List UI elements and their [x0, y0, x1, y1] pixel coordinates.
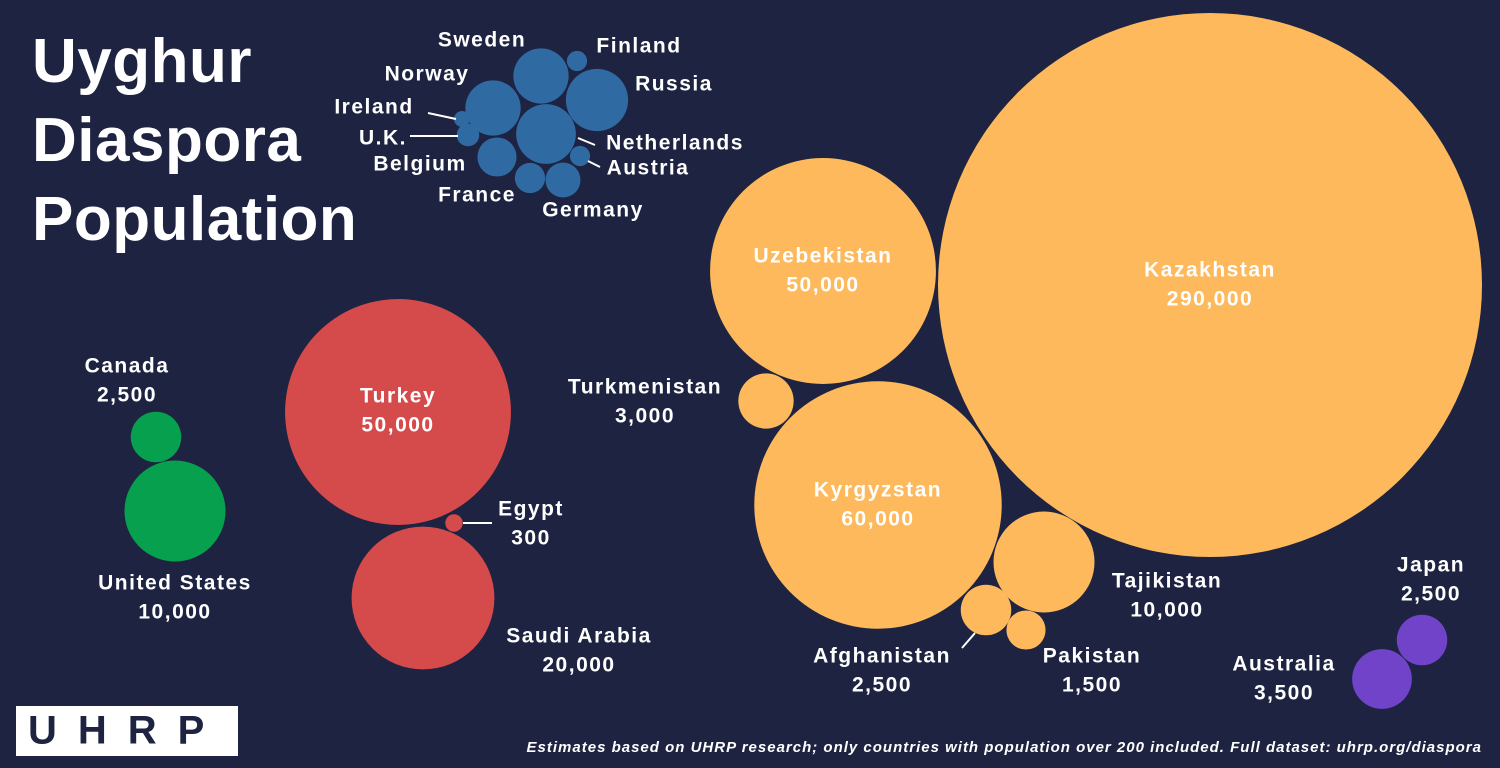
value-label: 20,000: [542, 654, 615, 677]
bubble: [1006, 610, 1046, 650]
chart-title: Uyghur Diaspora Population: [32, 27, 358, 254]
bubble-label: Japan: [1397, 554, 1465, 577]
bubble: [754, 381, 1002, 629]
bubble: [477, 137, 517, 177]
bubble: [566, 50, 588, 72]
bubble: [285, 299, 511, 525]
value-label: 10,000: [1130, 599, 1203, 622]
bubble: [993, 511, 1095, 613]
source-note: Estimates based on UHRP research; only c…: [527, 739, 1482, 756]
value-label: 300: [511, 527, 551, 550]
bubble: [514, 162, 546, 194]
bubble-label: Sweden: [438, 29, 526, 52]
bubble-label: United States: [98, 572, 252, 595]
bubble: [445, 514, 463, 532]
bubble: [454, 111, 470, 127]
value-label: 50,000: [361, 414, 434, 437]
bubble-label: Kazakhstan: [1144, 259, 1276, 282]
bubble-label: Australia: [1232, 653, 1335, 676]
value-label: 3,500: [1254, 682, 1314, 705]
bubble-label: Belgium: [373, 153, 466, 176]
bubble-label: Saudi Arabia: [506, 625, 652, 648]
bubble-label: Canada: [85, 355, 170, 378]
bubble: [545, 162, 581, 198]
bubble-label: France: [438, 184, 516, 207]
value-label: 2,500: [97, 384, 157, 407]
bubble: [738, 373, 794, 429]
value-label: 290,000: [1167, 288, 1253, 311]
bubble: [1352, 649, 1412, 709]
bubble-label: Egypt: [498, 498, 564, 521]
leader-line: [587, 160, 601, 168]
bubble-label: Afghanistan: [813, 645, 951, 668]
value-label: 60,000: [841, 508, 914, 531]
bubble: [351, 526, 495, 670]
logo-box: [16, 706, 238, 756]
bubble: [124, 460, 226, 562]
bubble-label: Kyrgyzstan: [814, 479, 942, 502]
value-label: 2,500: [1401, 583, 1461, 606]
value-label: 1,500: [1062, 674, 1122, 697]
leader-line: [577, 137, 596, 146]
bubble: [456, 123, 480, 147]
bubble-label: Turkey: [360, 385, 436, 408]
bubble: [960, 584, 1012, 636]
bubble-label: Netherlands: [606, 132, 744, 155]
value-label: 10,000: [138, 601, 211, 624]
bubble-label: Austria: [607, 157, 690, 180]
bubble: [1396, 614, 1448, 666]
bubble-label: Russia: [635, 73, 713, 96]
leader-line: [961, 632, 976, 649]
bubble-label: Finland: [596, 35, 681, 58]
bubble: [130, 411, 182, 463]
bubble: [938, 13, 1482, 557]
bubble: [465, 80, 521, 136]
value-label: 50,000: [786, 274, 859, 297]
bubble-label: Ireland: [334, 96, 413, 119]
bubble-label: Tajikistan: [1112, 570, 1222, 593]
leader-line: [427, 112, 457, 120]
bubble-label: U.K.: [359, 127, 407, 150]
bubble: [565, 68, 629, 132]
bubble-label: Turkmenistan: [568, 376, 722, 399]
bubble-label: Germany: [542, 199, 644, 222]
bubble: [710, 158, 936, 384]
value-label: 3,000: [615, 405, 675, 428]
bubble-label: Norway: [385, 63, 470, 86]
bubble: [513, 48, 569, 104]
logo: UHRP: [28, 709, 225, 753]
value-label: 2,500: [852, 674, 912, 697]
bubble-label: Uzebekistan: [753, 245, 892, 268]
bubble: [516, 104, 576, 164]
bubble: [569, 145, 591, 167]
bubble-label: Pakistan: [1043, 645, 1141, 668]
